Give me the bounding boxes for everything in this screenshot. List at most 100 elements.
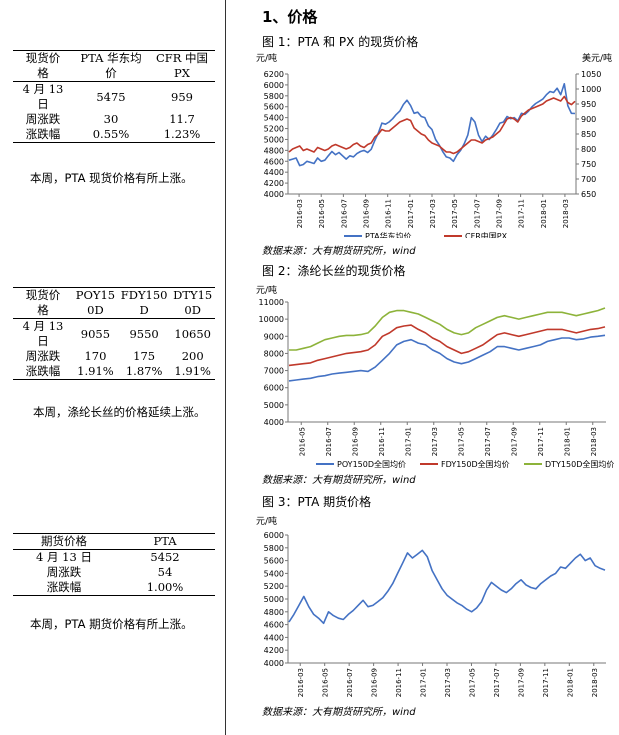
- pta-futures-table: 期货价格 PTA 4 月 13 日 5452 周涨跌 54 涨跌幅 1.00%: [13, 533, 215, 596]
- x-tick-label: 2017-09: [495, 199, 503, 228]
- chart1-title: 图 1：PTA 和 PX 的现货价格: [262, 35, 419, 49]
- chart2-source: 数据来源：大有期货研究所，wind: [262, 475, 416, 486]
- y-tick-label: 4600: [264, 621, 284, 630]
- y-tick-label: 9000: [264, 332, 284, 341]
- x-tick-label: 2018-01: [563, 427, 571, 456]
- y-tick-label: 5800: [264, 92, 284, 101]
- x-tick-label: 2016-03: [296, 199, 304, 228]
- y2-tick-label: 800: [581, 145, 596, 154]
- table-row: 涨跌幅 0.55% 1.23%: [13, 127, 215, 143]
- series-line-2: [288, 324, 606, 367]
- x-tick-label: 2018-01: [566, 668, 574, 697]
- x-tick-label: 2017-05: [468, 668, 476, 697]
- x-tick-label: 2017-07: [473, 199, 481, 228]
- chart1-source: 数据来源：大有期货研究所，wind: [262, 246, 416, 257]
- x-tick-label: 2017-03: [444, 668, 452, 697]
- x-tick-label: 2016-03: [297, 668, 305, 697]
- table-row: 4 月 13 日 9055 9550 10650: [22, 319, 211, 348]
- filament-spot-table: 现货价格 POY15 0D FDY150 D DTY15 0D 4 月 13 日 905…: [13, 287, 215, 380]
- x-tick-label: 2017-09: [510, 427, 518, 456]
- column-divider: [225, 0, 226, 735]
- chart2-title: 图 2：涤纶长丝的现货价格: [262, 264, 406, 278]
- x-tick-label: 2018-03: [562, 199, 570, 228]
- pta-spot-table: 现货价格 PTA 华东均价 CFR 中国 PX 4 月 13 日 5475 959 …: [13, 50, 215, 143]
- legend-label-3: DTY150D全国均价: [545, 459, 614, 468]
- y2-tick-label: 850: [581, 130, 596, 139]
- x-tick-label: 2016-07: [346, 668, 354, 697]
- x-tick-label: 2017-03: [429, 199, 437, 228]
- y2-tick-label: 650: [581, 190, 596, 199]
- pta-futures-chart: 元/吨 4000 4200 4400 4600 4800 5000 5200 5400 5600 5…: [256, 515, 606, 697]
- y-tick-label: 5200: [264, 582, 284, 591]
- y2-tick-label: 1050: [581, 70, 601, 79]
- table1-note: 本周，PTA 现货价格有所上涨。: [30, 171, 193, 185]
- x-tick-label: 2016-09: [371, 668, 379, 697]
- y-tick-label: 4400: [264, 168, 284, 177]
- legend-label-1: POY150D全国均价: [337, 459, 406, 468]
- series-line-1: [288, 82, 576, 167]
- x-tick-label: 2017-05: [457, 427, 465, 456]
- y-tick-label: 6200: [264, 70, 284, 79]
- y-tick-label: 5400: [264, 569, 284, 578]
- y-tick-label: 4200: [264, 646, 284, 655]
- x-tick-label: 2017-05: [451, 199, 459, 228]
- y-tick-label: 8000: [264, 349, 284, 358]
- y2-tick-label: 1000: [581, 85, 601, 94]
- x-tick-label: 2017-03: [431, 427, 439, 456]
- y-axis-unit: 元/吨: [256, 52, 277, 64]
- x-tick-label: 2016-05: [318, 199, 326, 228]
- y-tick-label: 4800: [264, 146, 284, 155]
- x-tick-label: 2017-01: [404, 427, 412, 456]
- x-tick-label: 2017-07: [484, 427, 492, 456]
- y-tick-label: 4600: [264, 157, 284, 166]
- series-line-3: [289, 307, 606, 351]
- y-tick-label: 11000: [259, 298, 284, 307]
- table-row: 4 月 13 日 5452: [36, 550, 180, 564]
- chart3-source: 数据来源：大有期货研究所，wind: [262, 707, 416, 718]
- series-line-1: [288, 549, 606, 625]
- table-row: 周涨跌 54: [46, 565, 173, 579]
- series-line-1: [288, 334, 606, 382]
- y-tick-label: 6000: [264, 384, 284, 393]
- x-tick-label: 2017-09: [517, 668, 525, 697]
- legend-label-2: FDY150D全国均价: [441, 459, 510, 468]
- table-row: 周涨跌 170 175 200: [25, 349, 204, 363]
- y-tick-label: 4800: [264, 608, 284, 617]
- x-tick-label: 2018-03: [591, 668, 599, 697]
- x-tick-label: 2017-01: [407, 199, 415, 228]
- y-tick-label: 6000: [264, 531, 284, 540]
- x-tick-label: 2016-05: [298, 427, 306, 456]
- legend-label-2: CFR中国PX: [465, 231, 508, 238]
- y-tick-label: 5400: [264, 114, 284, 123]
- y-tick-label: 4000: [264, 418, 284, 427]
- x-tick-label: 2017-11: [518, 199, 526, 228]
- y2-tick-label: 750: [581, 160, 596, 169]
- y2-tick-label: 700: [581, 175, 596, 184]
- x-tick-label: 2016-07: [340, 199, 348, 228]
- x-tick-label: 2017-01: [420, 668, 428, 697]
- y-tick-label: 5000: [264, 401, 284, 410]
- y2-tick-label: 900: [581, 115, 596, 124]
- chart3-title: 图 3：PTA 期货价格: [262, 495, 372, 509]
- table-row: 周涨跌 30 11.7: [25, 112, 195, 126]
- x-tick-label: 2016-11: [385, 199, 393, 228]
- x-tick-label: 2017-07: [493, 668, 501, 697]
- x-tick-label: 2016-11: [378, 427, 386, 456]
- y-tick-label: 5200: [264, 125, 284, 134]
- y-axis-unit: 元/吨: [256, 284, 277, 296]
- y-tick-label: 5800: [264, 544, 284, 553]
- x-tick-label: 2016-07: [325, 427, 333, 456]
- x-tick-label: 2017-11: [537, 427, 545, 456]
- y-axis-unit: 元/吨: [256, 515, 277, 527]
- table-row: 涨跌幅 1.00%: [13, 580, 215, 596]
- y-tick-label: 10000: [259, 315, 284, 324]
- table-row: 4 月 13 日 5475 959: [22, 82, 193, 111]
- section-heading: 1、价格: [262, 8, 318, 26]
- y-tick-label: 5000: [264, 595, 284, 604]
- x-tick-label: 2016-05: [322, 668, 330, 697]
- y2-tick-label: 950: [581, 100, 596, 109]
- table2-note: 本周，涤纶长丝的价格延续上涨。: [33, 405, 206, 419]
- table-row: 涨跌幅 1.91% 1.87% 1.91%: [13, 364, 215, 380]
- x-tick-label: 2016-09: [363, 199, 371, 228]
